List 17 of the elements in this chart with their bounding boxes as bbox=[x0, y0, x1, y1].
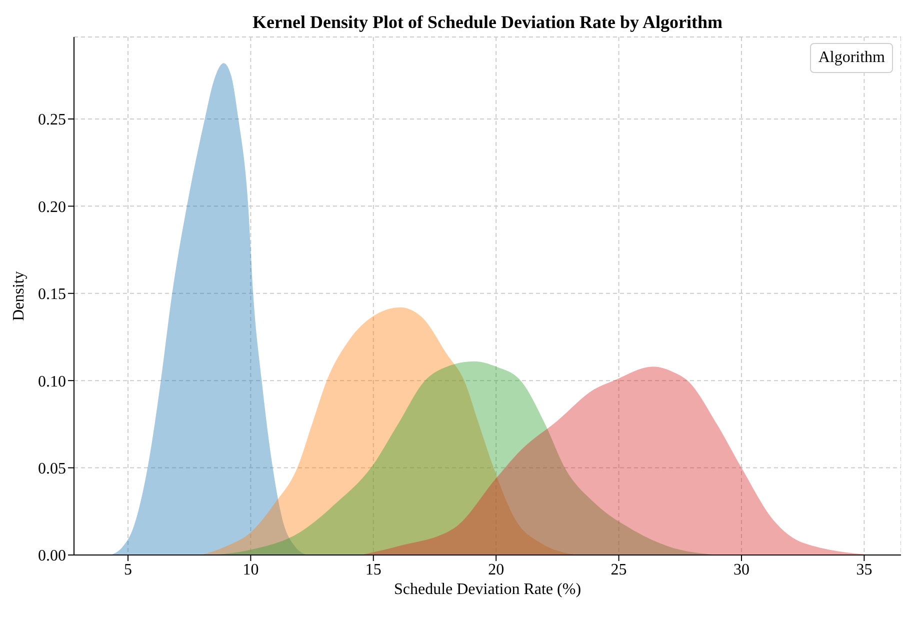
x-tick-label: 35 bbox=[856, 561, 872, 578]
y-tick-label: 0.20 bbox=[38, 198, 66, 216]
x-tick-label: 15 bbox=[365, 561, 382, 578]
y-tick-label: 0.25 bbox=[38, 112, 66, 129]
y-tick-label: 0.15 bbox=[38, 286, 66, 304]
x-tick-label: 30 bbox=[733, 561, 750, 578]
x-tick-label: 25 bbox=[610, 561, 627, 578]
legend-title: Algorithm bbox=[810, 43, 893, 73]
x-tick-label: 10 bbox=[242, 561, 259, 578]
y-tick-label: 0.00 bbox=[38, 548, 66, 565]
y-axis-title: Density bbox=[10, 271, 28, 321]
chart-title: Kernel Density Plot of Schedule Deviation Rate by Algorithm bbox=[252, 12, 724, 33]
y-tick-label: 0.05 bbox=[38, 460, 66, 478]
x-tick-label: 20 bbox=[488, 561, 504, 578]
x-axis-title: Schedule Deviation Rate (%) bbox=[394, 581, 582, 598]
y-tick-label: 0.10 bbox=[38, 373, 66, 390]
x-tick-label: 5 bbox=[124, 561, 132, 578]
